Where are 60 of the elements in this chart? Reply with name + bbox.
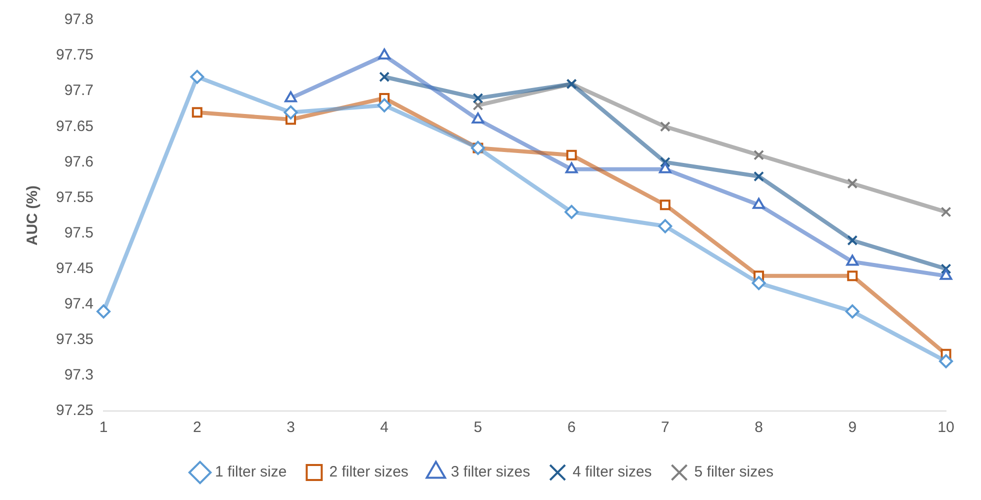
point	[847, 235, 858, 246]
point	[472, 112, 484, 124]
point	[564, 204, 579, 219]
point	[660, 156, 670, 168]
legend-label: 5 filter sizes	[694, 464, 774, 481]
y-tick-label: 97.65	[56, 118, 94, 135]
point	[566, 150, 577, 160]
point	[940, 268, 952, 280]
point	[752, 198, 765, 209]
point	[96, 304, 111, 318]
x-tick-label: 10	[938, 419, 954, 436]
y-tick-label: 97.55	[56, 188, 94, 206]
point	[847, 178, 858, 189]
x-tick-label: 5	[474, 419, 482, 436]
y-tick-label: 97.6	[64, 153, 94, 170]
point	[472, 92, 484, 104]
x-tick-label: 4	[380, 419, 389, 436]
x-tick-label: 8	[754, 419, 763, 436]
x-tick-label: 6	[567, 419, 576, 436]
x-tick-label: 7	[661, 419, 670, 436]
point	[939, 354, 953, 368]
y-tick-label: 97.75	[56, 46, 94, 64]
point	[284, 91, 297, 102]
x-tick-label: 2	[192, 419, 202, 436]
point	[379, 72, 390, 82]
point	[192, 107, 202, 118]
point	[472, 100, 484, 111]
point	[940, 264, 952, 274]
point	[377, 98, 392, 112]
legend-label: 1 filter size	[215, 464, 287, 481]
point	[754, 150, 764, 160]
x-tick-label: 1	[99, 419, 108, 436]
y-tick-label: 97.4	[64, 296, 94, 313]
point	[658, 219, 672, 234]
point	[565, 162, 578, 174]
point	[284, 105, 298, 120]
point	[378, 48, 391, 60]
y-tick-label: 97.5	[64, 224, 94, 242]
x-tick-label: 9	[848, 419, 857, 436]
y-tick-label: 97.45	[56, 260, 94, 277]
point	[847, 270, 858, 282]
point	[658, 162, 672, 174]
point	[845, 304, 860, 318]
x-tick-label: 3	[286, 419, 295, 436]
legend-label: 2 filter sizes	[329, 464, 408, 481]
legend-label: 4 filter sizes	[572, 464, 652, 481]
point	[752, 276, 766, 290]
point	[846, 254, 859, 266]
y-tick-label: 97.35	[56, 331, 94, 348]
legend-label: 3 filter sizes	[450, 464, 530, 481]
y-tick-label: 97.25	[56, 402, 94, 420]
y-tick-label: 97.8	[64, 11, 94, 28]
y-axis-title: AUC (%)	[24, 186, 42, 246]
point	[660, 121, 670, 132]
point	[660, 200, 670, 210]
point	[190, 70, 204, 84]
point	[940, 206, 952, 218]
y-tick-label: 97.7	[64, 82, 94, 100]
point	[754, 171, 764, 182]
y-tick-label: 97.3	[64, 366, 94, 384]
